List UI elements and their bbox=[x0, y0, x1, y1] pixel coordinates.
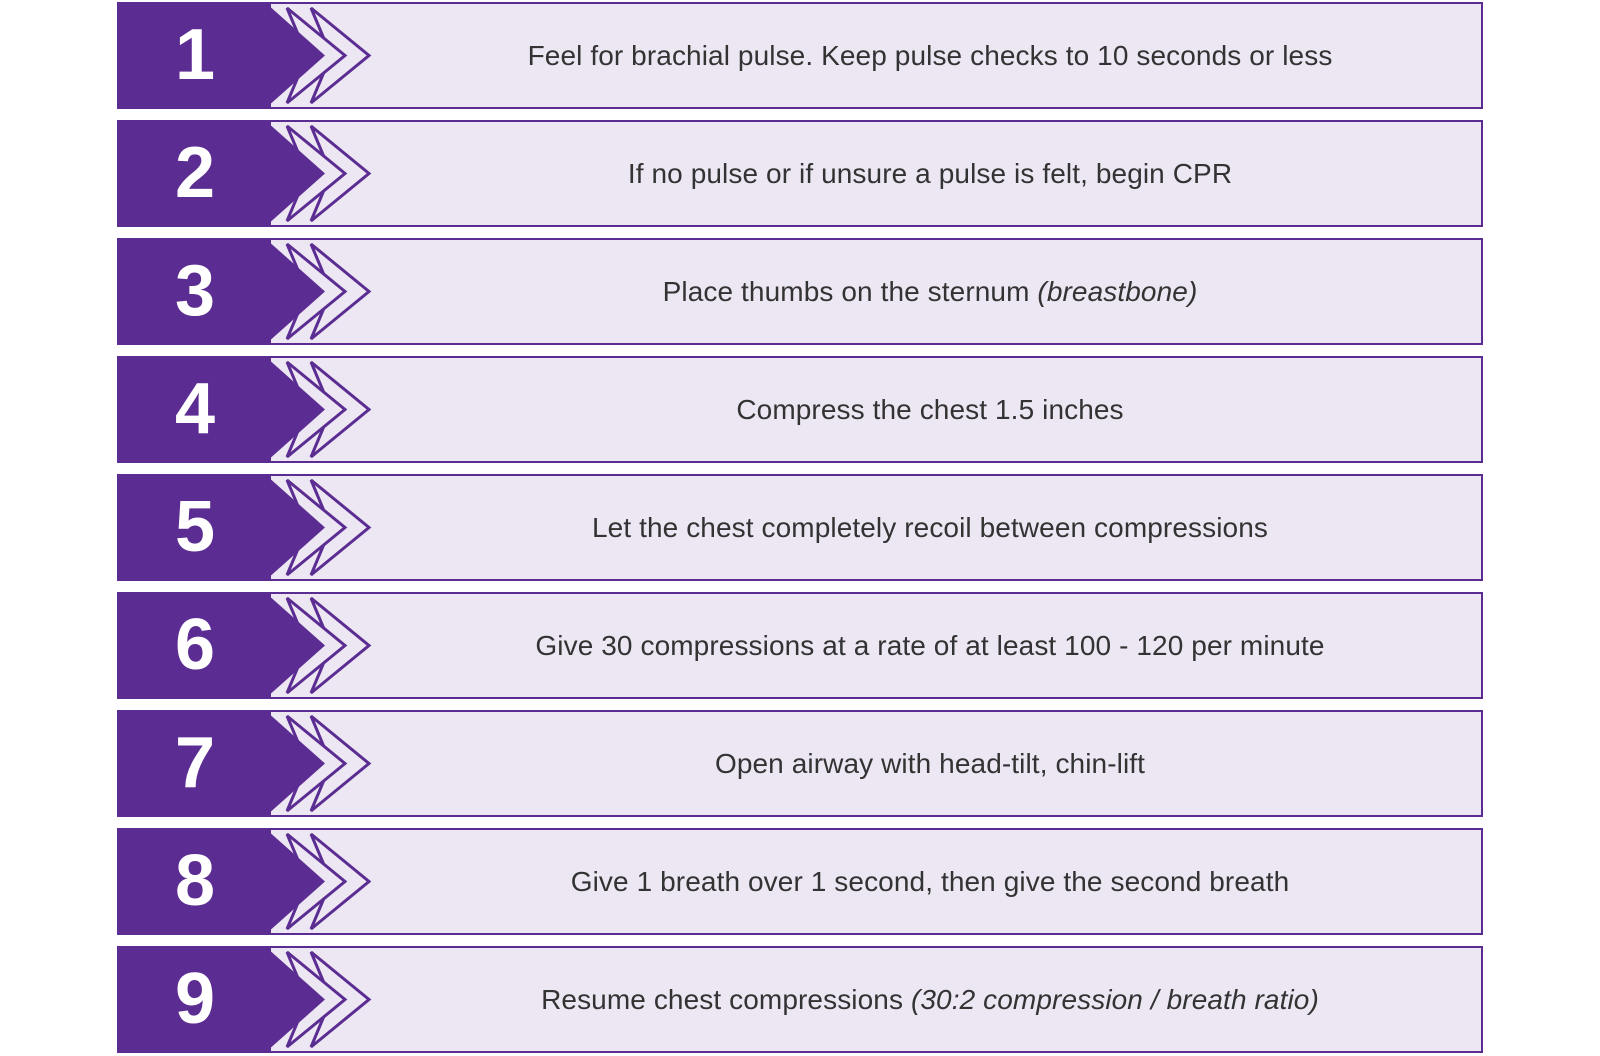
step-number: 2 bbox=[119, 122, 271, 225]
step-row: 3 Place thumbs on the sternum (breastbon… bbox=[117, 238, 1483, 345]
chevron-icon bbox=[269, 712, 399, 815]
step-row: 1 Feel for brachial pulse. Keep pulse ch… bbox=[117, 2, 1483, 109]
step-text-main: Let the chest completely recoil between … bbox=[592, 512, 1268, 543]
step-row: 9 Resume chest compressions (30:2 compre… bbox=[117, 946, 1483, 1053]
step-text: Let the chest completely recoil between … bbox=[399, 476, 1461, 579]
step-number: 6 bbox=[119, 594, 271, 697]
chevron-icon bbox=[269, 4, 399, 107]
chevron-icon bbox=[269, 948, 399, 1051]
step-text: Resume chest compressions (30:2 compress… bbox=[399, 948, 1461, 1051]
step-text: Open airway with head-tilt, chin-lift bbox=[399, 712, 1461, 815]
step-number: 4 bbox=[119, 358, 271, 461]
step-text: Compress the chest 1.5 inches bbox=[399, 358, 1461, 461]
step-text-italic: (30:2 compression / breath ratio) bbox=[911, 984, 1319, 1015]
chevron-icon bbox=[269, 830, 399, 933]
step-row: 4 Compress the chest 1.5 inches bbox=[117, 356, 1483, 463]
step-text: Give 1 breath over 1 second, then give t… bbox=[399, 830, 1461, 933]
chevron-icon bbox=[269, 476, 399, 579]
step-text-main: If no pulse or if unsure a pulse is felt… bbox=[628, 158, 1232, 189]
cpr-steps-infographic: 1 Feel for brachial pulse. Keep pulse ch… bbox=[117, 0, 1483, 1053]
step-number: 1 bbox=[119, 4, 271, 107]
chevron-icon bbox=[269, 594, 399, 697]
step-number: 8 bbox=[119, 830, 271, 933]
step-text-main: Give 1 breath over 1 second, then give t… bbox=[571, 866, 1290, 897]
step-number: 9 bbox=[119, 948, 271, 1051]
step-number: 7 bbox=[119, 712, 271, 815]
step-row: 8 Give 1 breath over 1 second, then give… bbox=[117, 828, 1483, 935]
chevron-icon bbox=[269, 122, 399, 225]
step-text-main: Open airway with head-tilt, chin-lift bbox=[715, 748, 1145, 779]
step-row: 7 Open airway with head-tilt, chin-lift bbox=[117, 710, 1483, 817]
step-text-main: Compress the chest 1.5 inches bbox=[736, 394, 1123, 425]
step-text-main: Resume chest compressions bbox=[541, 984, 911, 1015]
chevron-icon bbox=[269, 358, 399, 461]
step-text-main: Give 30 compressions at a rate of at lea… bbox=[535, 630, 1324, 661]
step-text: Give 30 compressions at a rate of at lea… bbox=[399, 594, 1461, 697]
step-text: Feel for brachial pulse. Keep pulse chec… bbox=[399, 4, 1461, 107]
step-text-main: Place thumbs on the sternum bbox=[663, 276, 1038, 307]
step-text-main: Feel for brachial pulse. Keep pulse chec… bbox=[528, 40, 1333, 71]
chevron-icon bbox=[269, 240, 399, 343]
step-number: 3 bbox=[119, 240, 271, 343]
step-row: 2 If no pulse or if unsure a pulse is fe… bbox=[117, 120, 1483, 227]
step-text: If no pulse or if unsure a pulse is felt… bbox=[399, 122, 1461, 225]
step-row: 5 Let the chest completely recoil betwee… bbox=[117, 474, 1483, 581]
step-row: 6 Give 30 compressions at a rate of at l… bbox=[117, 592, 1483, 699]
step-number: 5 bbox=[119, 476, 271, 579]
step-text: Place thumbs on the sternum (breastbone) bbox=[399, 240, 1461, 343]
step-text-italic: (breastbone) bbox=[1037, 276, 1197, 307]
